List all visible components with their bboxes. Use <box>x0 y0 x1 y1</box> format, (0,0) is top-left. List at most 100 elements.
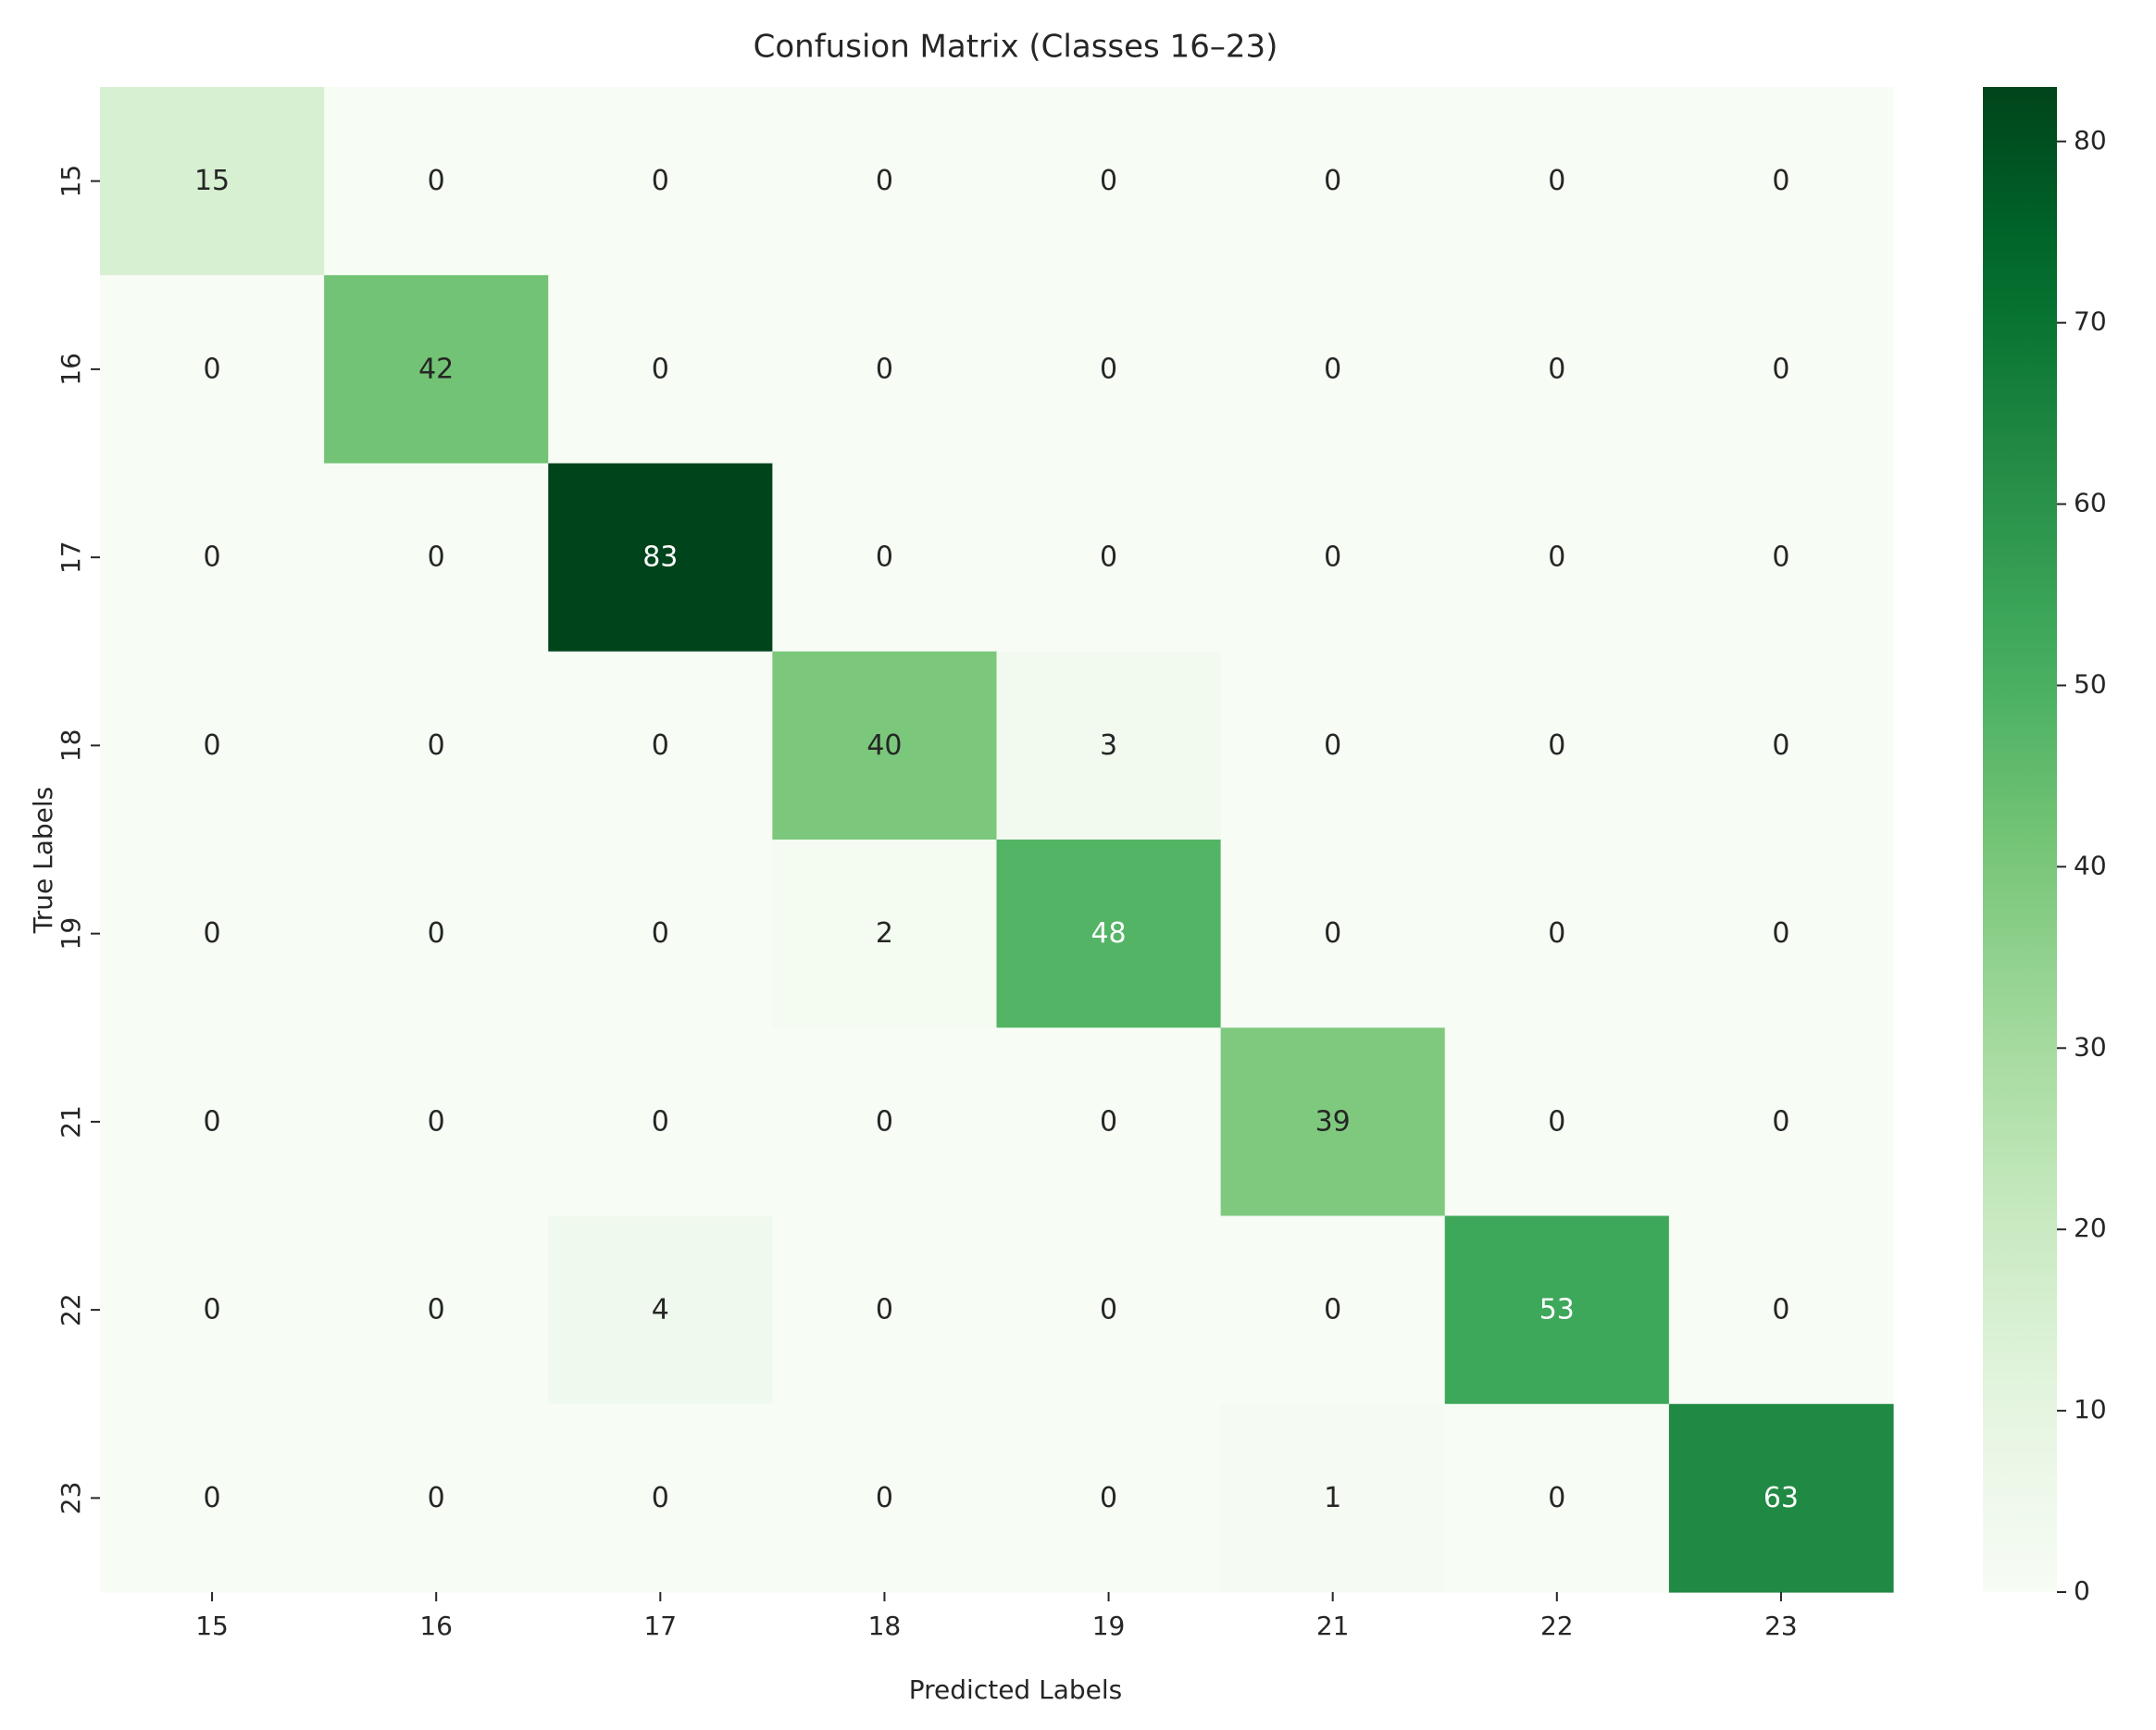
heatmap-cell <box>1668 275 1894 465</box>
heatmap-cell <box>100 87 325 276</box>
cell-value-label: 0 <box>652 353 669 385</box>
cell-value-label: 0 <box>428 541 445 574</box>
heatmap-cell <box>1444 463 1670 653</box>
heatmap-cell <box>1444 840 1670 1028</box>
heatmap-cell <box>324 1027 549 1217</box>
cell-value-label: 0 <box>652 729 669 762</box>
cell-value-label: 0 <box>1324 353 1341 385</box>
heatmap-cell <box>1220 651 1446 840</box>
cell-value-label: 0 <box>428 729 445 762</box>
cell-value-label: 0 <box>1772 917 1789 950</box>
heatmap-cell <box>1220 87 1446 276</box>
y-tick-label: 15 <box>56 165 86 198</box>
x-tick-label: 15 <box>195 1611 229 1641</box>
heatmap-cell <box>996 275 1222 465</box>
heatmap-cell <box>772 87 998 276</box>
x-tick-label: 23 <box>1764 1611 1798 1641</box>
cell-value-label: 0 <box>876 1105 893 1138</box>
x-tick-label: 22 <box>1540 1611 1574 1641</box>
cell-value-label: 0 <box>1772 165 1789 197</box>
heatmap-cell <box>772 1027 998 1217</box>
cell-value-label: 0 <box>428 1105 445 1138</box>
heatmap-cell <box>1220 1403 1446 1593</box>
cell-value-label: 0 <box>1324 165 1341 197</box>
y-tick-label: 21 <box>56 1105 86 1139</box>
cell-value-label: 83 <box>642 541 678 574</box>
cell-value-label: 0 <box>876 353 893 385</box>
cell-value-label: 0 <box>204 917 221 950</box>
heatmap-cell <box>996 1215 1222 1405</box>
heatmap-cell <box>100 840 325 1028</box>
cell-value-label: 15 <box>194 165 230 197</box>
cell-value-label: 0 <box>204 1482 221 1514</box>
colorbar-tick-label: 60 <box>2074 488 2107 518</box>
cell-value-label: 0 <box>428 165 445 197</box>
x-axis-label: Predicted Labels <box>909 1674 1122 1705</box>
x-tick-label: 19 <box>1092 1611 1126 1641</box>
heatmap-cell <box>1220 1215 1446 1405</box>
heatmap-cell <box>100 275 325 465</box>
cell-value-label: 0 <box>1324 729 1341 762</box>
cell-value-label: 39 <box>1315 1105 1351 1138</box>
y-tick-label: 18 <box>56 729 86 763</box>
heatmap-cell <box>100 1215 325 1405</box>
heatmap-cell <box>996 1027 1222 1217</box>
heatmap-cell <box>772 1403 998 1593</box>
cell-value-label: 0 <box>428 1294 445 1326</box>
colorbar-tick-label: 40 <box>2074 850 2107 880</box>
colorbar-tick-label: 20 <box>2074 1213 2107 1243</box>
cell-value-label: 0 <box>876 1294 893 1326</box>
colorbar-tick-label: 70 <box>2074 306 2107 337</box>
cell-value-label: 0 <box>652 1482 669 1514</box>
cell-value-label: 0 <box>652 917 669 950</box>
heatmap-cell <box>1444 651 1670 840</box>
cell-value-label: 42 <box>418 353 454 385</box>
cell-value-label: 0 <box>876 1482 893 1514</box>
x-axis-ticks: 15 16 17 18 19 21 22 23 <box>195 1592 1798 1641</box>
heatmap-cell <box>996 87 1222 276</box>
cell-value-label: 63 <box>1763 1482 1799 1514</box>
cell-value-label: 0 <box>1100 1482 1117 1514</box>
heatmap-cell <box>548 275 773 465</box>
x-tick-label: 18 <box>868 1611 902 1641</box>
colorbar-tick-label: 50 <box>2074 668 2107 699</box>
cell-value-label: 0 <box>428 917 445 950</box>
heatmap-cell <box>548 463 773 653</box>
heatmap-cell <box>324 840 549 1028</box>
y-tick-label: 17 <box>56 541 86 574</box>
cell-value-label: 0 <box>1548 353 1565 385</box>
cell-value-label: 0 <box>652 1105 669 1138</box>
heatmap-cell <box>1668 87 1894 276</box>
cell-value-label: 40 <box>866 729 902 762</box>
heatmap-cell <box>324 87 549 276</box>
cell-value-label: 4 <box>652 1294 669 1326</box>
colorbar-tick-label: 80 <box>2074 125 2107 156</box>
colorbar-tick-label: 0 <box>2074 1575 2090 1606</box>
heatmap-cell <box>548 1027 773 1217</box>
y-axis-ticks: 15 16 17 18 19 21 22 23 <box>56 165 100 1514</box>
heatmap-cell <box>1220 463 1446 653</box>
cell-value-label: 0 <box>652 165 669 197</box>
y-tick-label: 22 <box>56 1293 86 1326</box>
cell-value-label: 0 <box>1100 541 1117 574</box>
y-tick-label: 19 <box>56 917 86 951</box>
chart-title: Confusion Matrix (Classes 16–23) <box>754 29 1278 66</box>
heatmap-cell <box>772 651 998 840</box>
heatmap-cell <box>1668 1403 1894 1593</box>
colorbar: 0 10 20 30 40 50 60 70 80 <box>1983 87 2107 1606</box>
heatmap-cell <box>100 651 325 840</box>
cell-value-label: 0 <box>1772 353 1789 385</box>
heatmap-cell <box>996 840 1222 1028</box>
heatmap-cell <box>324 275 549 465</box>
heatmap-cells: 15 0 0 0 0 0 0 00 42 0 0 0 0 0 00 0 83 0 0 0 0 00 0 0 40 3 0 0 00 0 0 2… <box>100 87 1894 1593</box>
heatmap-cell <box>1220 275 1446 465</box>
cell-value-label: 0 <box>1548 165 1565 197</box>
cell-value-label: 48 <box>1090 917 1126 950</box>
x-tick-label: 21 <box>1316 1611 1350 1641</box>
heatmap-cell <box>1444 1403 1670 1593</box>
cell-value-label: 0 <box>876 165 893 197</box>
heatmap-cell <box>100 463 325 653</box>
cell-value-label: 0 <box>204 541 221 574</box>
heatmap-cell <box>996 463 1222 653</box>
